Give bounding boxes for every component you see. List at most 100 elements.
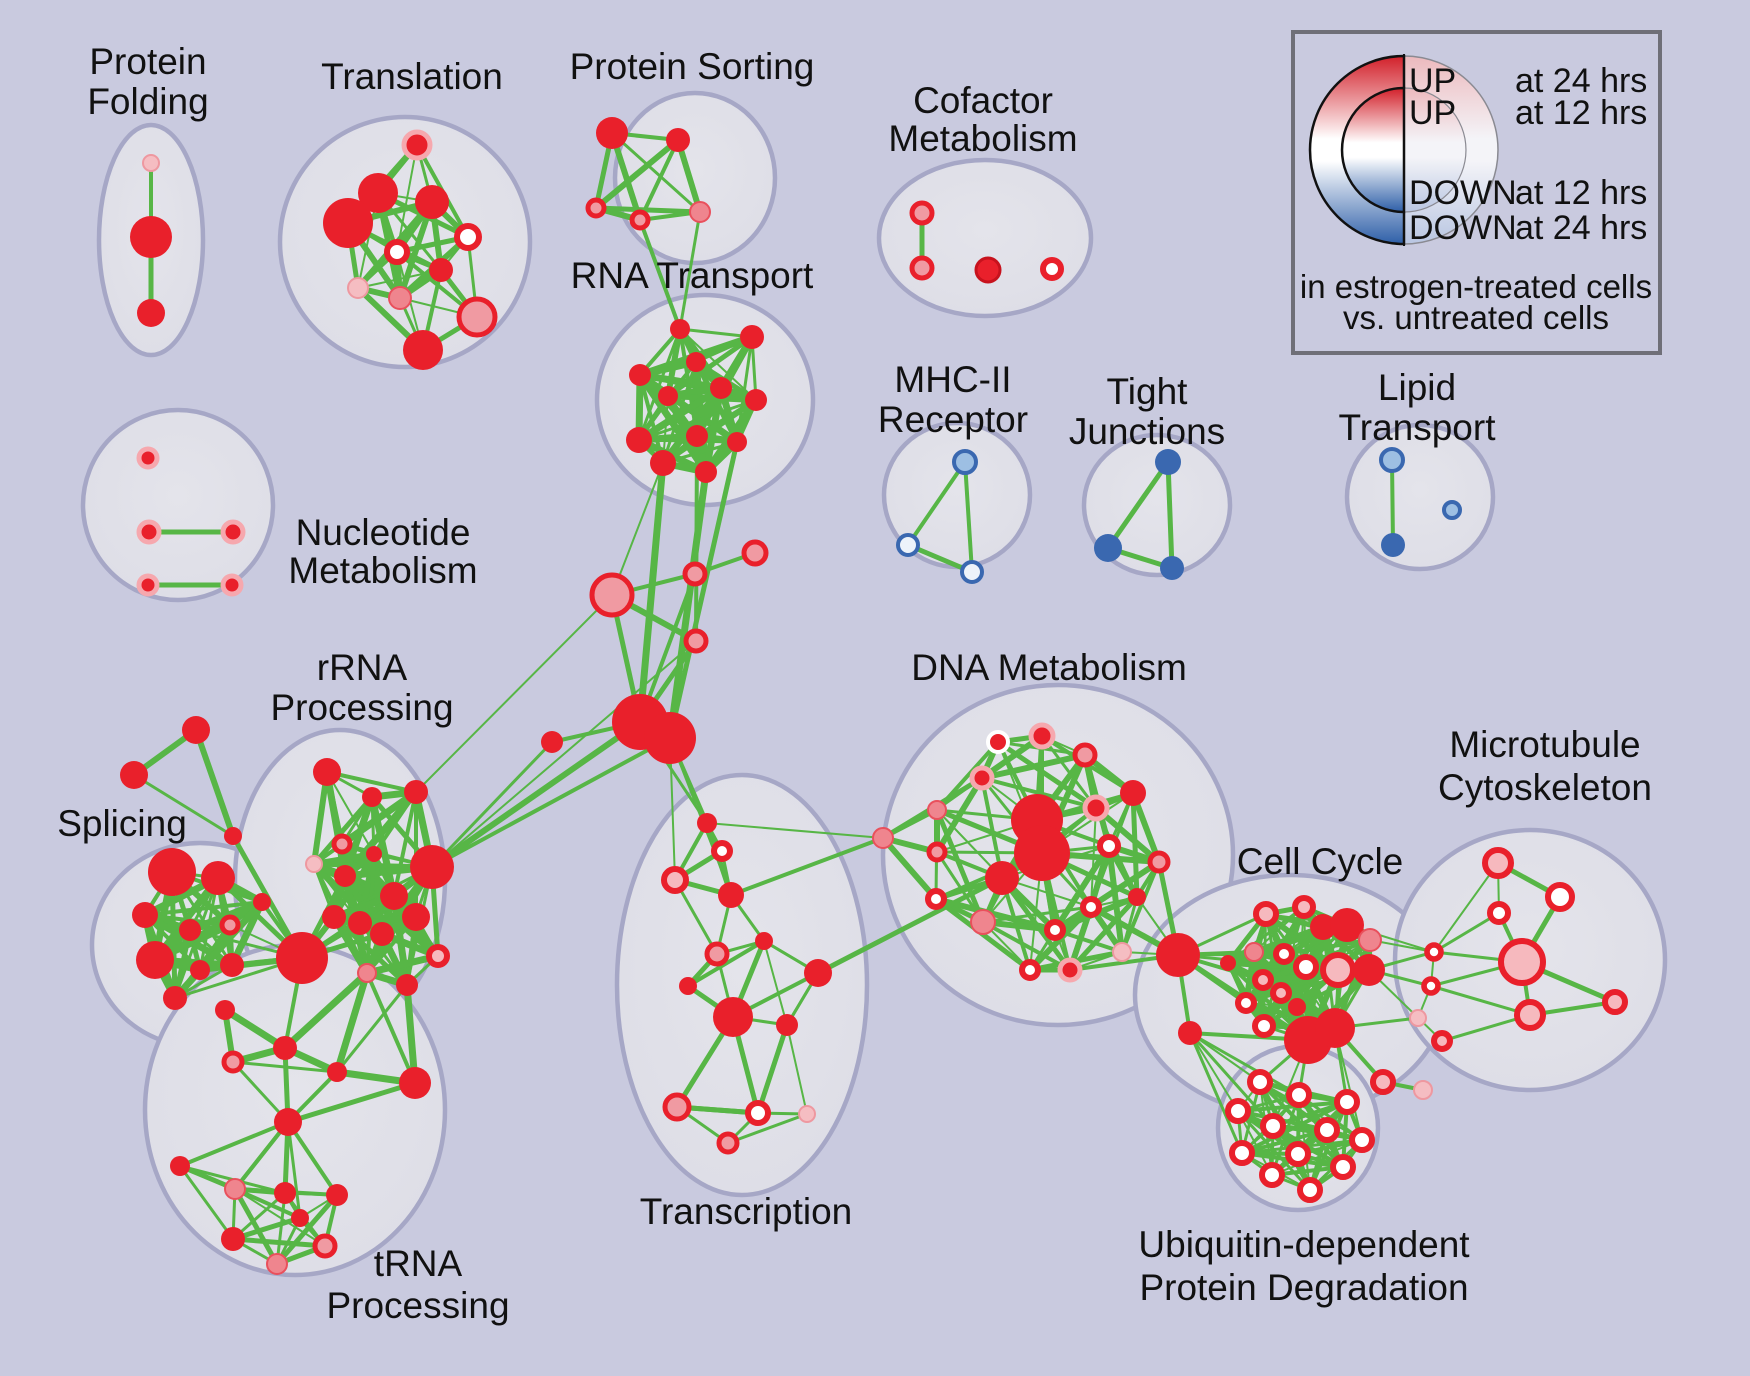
legend-direction-label: UP bbox=[1409, 62, 1456, 100]
network-node bbox=[273, 1036, 297, 1060]
network-edge bbox=[675, 137, 703, 215]
network-node bbox=[266, 1253, 288, 1275]
network-node bbox=[1040, 257, 1064, 281]
network-node bbox=[1370, 1069, 1396, 1095]
network-node bbox=[1252, 1014, 1276, 1038]
network-edge bbox=[230, 1236, 328, 1249]
network-edge bbox=[638, 218, 682, 331]
network-node bbox=[1293, 954, 1319, 980]
network-edge bbox=[392, 790, 418, 898]
network-node bbox=[313, 758, 341, 786]
network-edge bbox=[331, 851, 377, 920]
network-node bbox=[362, 787, 382, 807]
network-node bbox=[220, 519, 246, 545]
network-edge bbox=[143, 900, 264, 917]
network-edge bbox=[1368, 969, 1443, 1042]
network-edge bbox=[980, 776, 1098, 810]
network-node bbox=[683, 628, 709, 654]
network-node bbox=[305, 855, 323, 873]
network-node bbox=[137, 299, 165, 327]
network-node bbox=[1487, 901, 1511, 925]
network-node bbox=[896, 533, 920, 557]
network-node bbox=[215, 1000, 235, 1020]
network-edge bbox=[636, 459, 667, 726]
network-node bbox=[1160, 556, 1184, 580]
network-edge bbox=[403, 981, 419, 1087]
legend-caption: in estrogen-treated cells bbox=[1300, 268, 1652, 305]
network-edge bbox=[372, 790, 418, 856]
network-edge bbox=[786, 1024, 808, 1115]
network-edge bbox=[431, 640, 697, 868]
network-node bbox=[1220, 955, 1236, 971]
network-node bbox=[327, 1062, 347, 1082]
cluster-label-protein-folding: Protein bbox=[89, 41, 206, 82]
network-node bbox=[142, 154, 160, 172]
cluster-label-dna-metabolism: DNA Metabolism bbox=[911, 647, 1187, 688]
network-node bbox=[1288, 998, 1306, 1016]
network-edge bbox=[1052, 843, 1112, 933]
network-edge bbox=[430, 740, 554, 869]
network-node bbox=[130, 216, 172, 258]
network-edge bbox=[335, 983, 409, 1074]
network-edge bbox=[285, 1080, 418, 1125]
network-edge bbox=[979, 752, 1088, 781]
network-edge bbox=[981, 905, 1093, 924]
network-node bbox=[1178, 1021, 1202, 1045]
network-node bbox=[404, 780, 428, 804]
network-node bbox=[120, 761, 148, 789]
network-node bbox=[429, 258, 453, 282]
network-node bbox=[909, 200, 935, 226]
network-node bbox=[666, 128, 690, 152]
network-node bbox=[1334, 1089, 1360, 1115]
network-edge bbox=[593, 137, 681, 211]
network-node bbox=[644, 712, 696, 764]
network-node bbox=[974, 256, 1002, 284]
network-edge bbox=[880, 835, 939, 902]
network-node bbox=[1413, 1080, 1433, 1100]
network-node bbox=[661, 866, 689, 894]
network-node bbox=[1273, 943, 1295, 965]
network-node bbox=[1545, 882, 1575, 912]
cluster-label-nucleotide-metabolism: Nucleotide bbox=[296, 512, 471, 553]
legend-circle-strong bbox=[1340, 86, 1406, 214]
network-node bbox=[1128, 888, 1146, 906]
network-node bbox=[399, 1067, 431, 1099]
network-node bbox=[985, 861, 1019, 895]
network-node bbox=[658, 386, 678, 406]
network-node bbox=[388, 286, 412, 310]
network-edge bbox=[171, 898, 266, 1002]
network-node bbox=[1156, 933, 1200, 977]
network-node bbox=[370, 922, 394, 946]
network-node bbox=[1072, 742, 1098, 768]
network-node bbox=[220, 573, 244, 597]
network-edge bbox=[963, 460, 974, 574]
network-node bbox=[357, 963, 377, 983]
network-node bbox=[1080, 896, 1102, 918]
network-edge bbox=[815, 875, 1005, 976]
network-node bbox=[718, 882, 744, 908]
network-edge bbox=[678, 327, 754, 339]
network-node bbox=[1112, 942, 1132, 962]
network-node bbox=[872, 827, 894, 849]
network-node bbox=[1353, 954, 1385, 986]
network-nodes bbox=[120, 117, 1628, 1275]
legend-circle-pale bbox=[1403, 87, 1467, 213]
network-node bbox=[1229, 1140, 1255, 1166]
network-node bbox=[1314, 1117, 1340, 1143]
network-node bbox=[410, 845, 454, 889]
network-edge bbox=[1188, 1031, 1275, 1128]
cluster-label-mhc-ii-receptor: Receptor bbox=[878, 399, 1028, 440]
network-edge bbox=[326, 771, 375, 855]
network-edge bbox=[151, 898, 266, 964]
network-node bbox=[1310, 914, 1336, 940]
network-edge bbox=[1105, 459, 1171, 551]
network-node bbox=[1082, 794, 1110, 822]
network-node bbox=[163, 986, 187, 1010]
network-node bbox=[952, 449, 978, 475]
network-node bbox=[274, 1108, 302, 1136]
network-node bbox=[1225, 1098, 1251, 1124]
network-edge bbox=[286, 1120, 302, 1220]
cluster-label-tight-junctions: Junctions bbox=[1069, 411, 1225, 452]
cluster-label-protein-sorting: Protein Sorting bbox=[570, 46, 815, 87]
legend-time-label: at 12 hrs bbox=[1515, 174, 1647, 212]
